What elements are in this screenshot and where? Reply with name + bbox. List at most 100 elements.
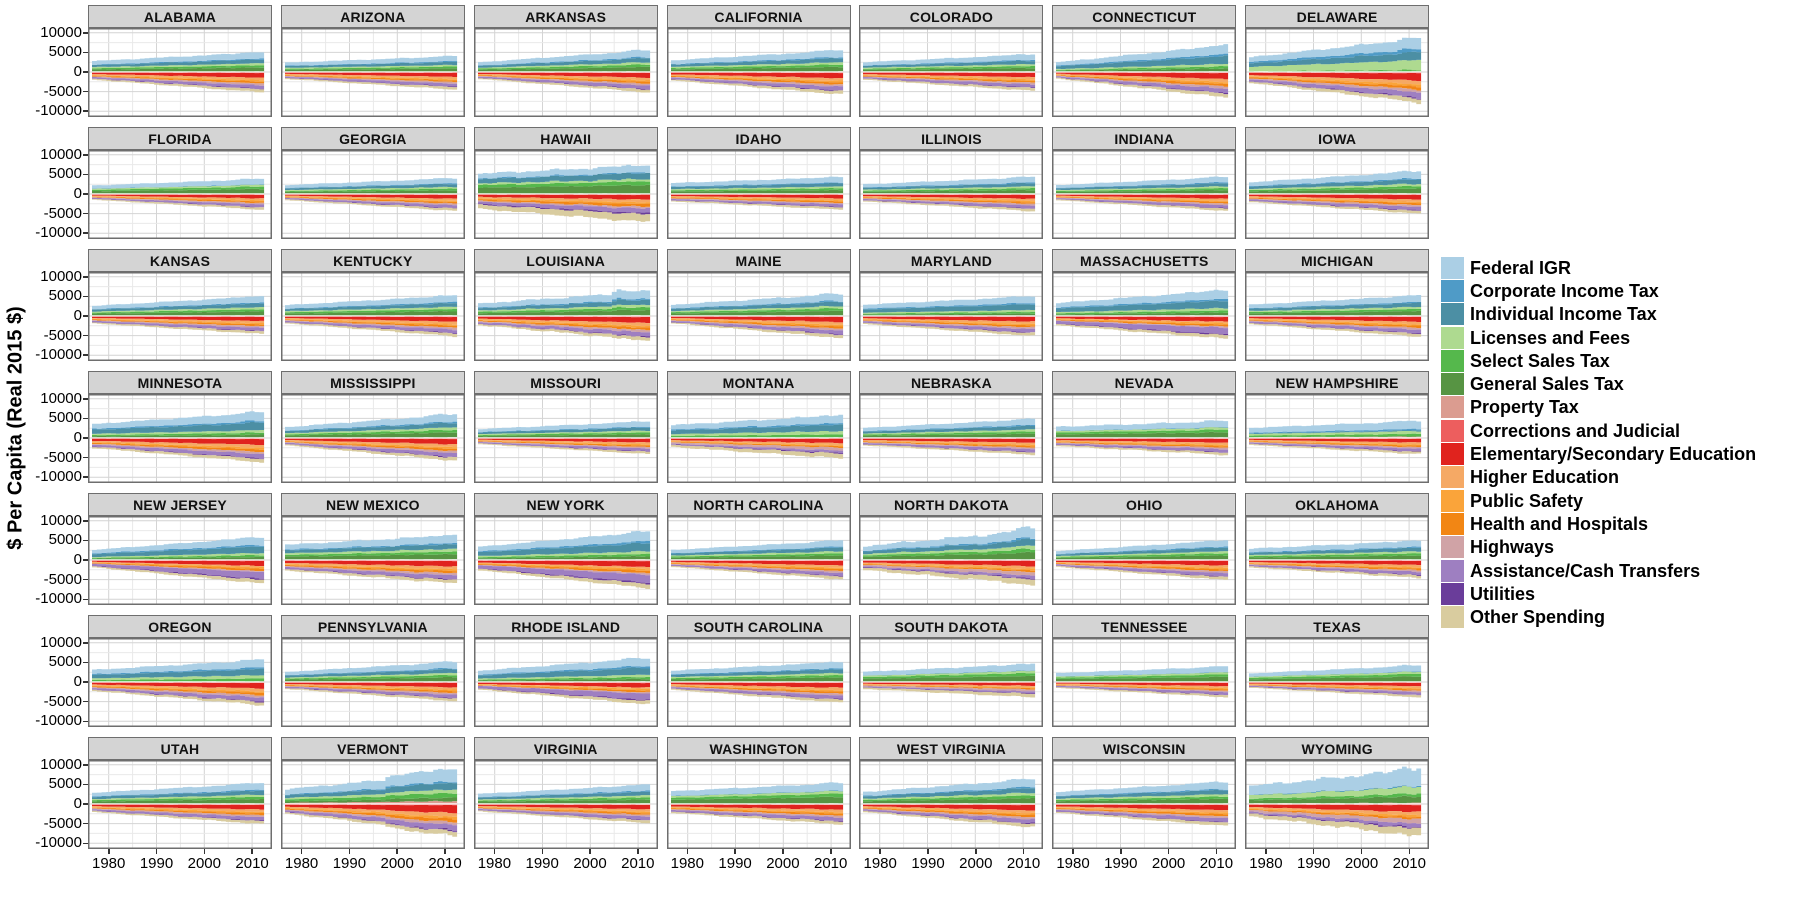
y-tick-label: -5000 [43, 448, 82, 466]
band-elementary-secondary-education [1056, 682, 1229, 687]
band-licenses-and-fees [284, 64, 457, 69]
legend-label: Utilities [1470, 583, 1536, 604]
band-other-spending [284, 444, 457, 461]
band-utilities [670, 565, 843, 577]
band-health-and-hospitals [477, 807, 650, 815]
facet-maryland: MARYLAND [859, 249, 1044, 361]
band-health-and-hospitals [863, 75, 1036, 83]
facet-north-carolina: NORTH CAROLINA [666, 493, 851, 605]
band-corporate-income-tax [863, 59, 1036, 66]
band-general-sales-tax [284, 677, 457, 682]
band-licenses-and-fees [670, 62, 843, 69]
band-licenses-and-fees [670, 186, 843, 191]
band-general-sales-tax [1056, 68, 1229, 72]
facet-strip: MICHIGAN [1245, 249, 1430, 272]
band-elementary-secondary-education [863, 194, 1036, 199]
band-elementary-secondary-education [284, 682, 457, 688]
facet-south-dakota: SOUTH DAKOTA [859, 615, 1044, 727]
band-health-and-hospitals [477, 199, 650, 207]
band-public-safety [863, 441, 1036, 447]
band-corporate-income-tax [284, 421, 457, 431]
band-elementary-secondary-education [92, 682, 265, 689]
band-highways [477, 76, 650, 86]
facet-delaware: DELAWARE [1245, 5, 1430, 117]
band-federal-igr [863, 778, 1036, 796]
band-higher-education [863, 683, 1036, 688]
facet-iowa: IOWA [1245, 127, 1430, 239]
band-highways [1056, 685, 1229, 693]
band-individual-income-tax [92, 422, 265, 434]
band-licenses-and-fees [92, 794, 265, 801]
legend-swatch-icon [1441, 396, 1464, 419]
band-other-spending [1249, 81, 1422, 105]
band-general-sales-tax [1056, 312, 1229, 316]
facet-california: CALIFORNIA [666, 5, 851, 117]
band-public-safety [1249, 562, 1422, 569]
x-tick-label: 2010 [1392, 855, 1426, 872]
y-tick-mark [83, 783, 88, 786]
facet-maine: MAINE [666, 249, 851, 361]
legend-swatch-icon [1441, 373, 1464, 396]
band-public-safety [863, 563, 1036, 571]
band-select-sales-tax [670, 64, 843, 70]
band-corporate-income-tax [1056, 426, 1229, 431]
legend-swatch-icon [1441, 303, 1464, 326]
facet-strip: ARKANSAS [473, 5, 658, 28]
band-utilities [477, 77, 650, 90]
y-tick-label: 5000 [48, 43, 82, 61]
band-elementary-secondary-education [92, 438, 265, 445]
band-assistance-cash-transfers [1249, 564, 1422, 576]
band-public-safety [670, 441, 843, 447]
band-licenses-and-fees [477, 674, 650, 680]
band-elementary-secondary-education [1249, 72, 1422, 82]
band-corporate-income-tax [670, 182, 843, 187]
y-tick-label: -10000 [35, 346, 82, 364]
band-elementary-secondary-education [1056, 438, 1229, 443]
facet-strip: MISSOURI [473, 371, 658, 394]
band-higher-education [284, 73, 457, 80]
band-corporate-income-tax [1249, 546, 1422, 554]
band-assistance-cash-transfers [284, 198, 457, 208]
band-general-sales-tax [92, 799, 265, 804]
band-federal-igr [284, 534, 457, 550]
y-tick-mark [83, 842, 88, 844]
x-tick-label: 2010 [428, 855, 462, 872]
band-utilities [92, 689, 265, 703]
band-higher-education [863, 196, 1036, 202]
legend-item: Assistance/Cash Transfers [1441, 559, 1756, 582]
band-select-sales-tax [1249, 553, 1422, 558]
band-select-sales-tax [284, 66, 457, 70]
band-public-safety [1056, 441, 1229, 447]
facet-plot [88, 150, 272, 239]
facet-pennsylvania: PENNSYLVANIA [280, 615, 465, 727]
band-higher-education [670, 561, 843, 568]
legend-swatch-icon [1441, 582, 1464, 605]
band-other-spending [863, 78, 1036, 91]
y-tick-mark [83, 539, 88, 542]
x-tick-label: 1980 [670, 855, 704, 872]
band-utilities [92, 810, 265, 822]
band-federal-igr [670, 782, 843, 796]
x-tick-label: 1980 [477, 855, 512, 872]
y-tick-label: -5000 [43, 82, 82, 100]
x-tick-mark [300, 849, 303, 854]
band-higher-education [1056, 683, 1229, 689]
band-assistance-cash-transfers [284, 76, 457, 87]
facet-new-mexico: NEW MEXICO [280, 493, 465, 605]
legend-item: Elementary/Secondary Education [1441, 442, 1756, 466]
band-health-and-hospitals [477, 441, 650, 448]
band-elementary-secondary-education [670, 316, 843, 323]
band-other-spending [1056, 565, 1229, 580]
band-elementary-secondary-education [863, 72, 1036, 78]
y-tick-mark [83, 822, 88, 825]
band-individual-income-tax [1056, 183, 1229, 190]
band-general-sales-tax [1249, 676, 1422, 682]
x-tick-mark [1312, 849, 1315, 854]
band-general-sales-tax [670, 796, 843, 804]
band-highways [670, 442, 843, 451]
band-assistance-cash-transfers [284, 442, 457, 457]
band-licenses-and-fees [670, 305, 843, 313]
band-other-spending [1056, 811, 1229, 826]
band-corporate-income-tax [1249, 785, 1422, 795]
band-licenses-and-fees [1249, 59, 1422, 72]
